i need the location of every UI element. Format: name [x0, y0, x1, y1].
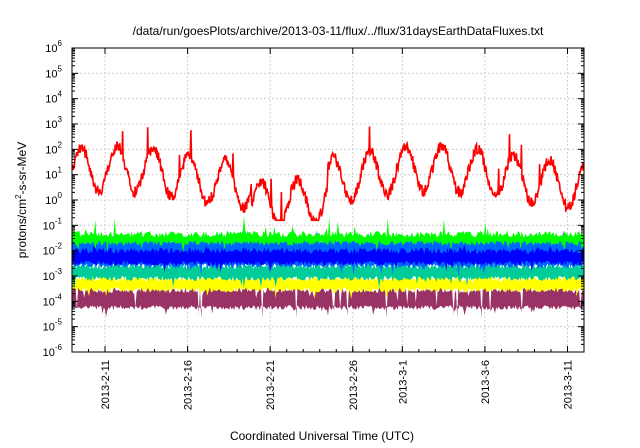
y-axis-label-sup: 2 — [14, 194, 23, 199]
x-tick-label: 2013-2-21 — [265, 360, 277, 410]
y-axis-label-tail: -s-sr-MeV — [15, 142, 29, 195]
y-tick-label: 10-5 — [43, 318, 63, 334]
series-line-6 — [71, 126, 585, 222]
y-tick-label: 10-4 — [43, 292, 63, 308]
y-tick-label: 10-3 — [43, 267, 63, 283]
y-tick-label: 106 — [45, 39, 62, 55]
y-tick-label: 102 — [45, 140, 62, 156]
y-tick-label: 105 — [45, 64, 62, 80]
x-tick-label: 2013-3-11 — [562, 360, 574, 409]
series-band-5 — [72, 244, 584, 273]
y-axis-label-main: protons/cm — [15, 199, 29, 258]
x-tick-label: 2013-2-26 — [348, 360, 360, 410]
y-tick-label: 10-6 — [43, 343, 63, 359]
series-layer — [71, 126, 585, 319]
x-tick-label: 2013-3-6 — [480, 360, 492, 404]
x-axis-label: Coordinated Universal Time (UTC) — [230, 429, 414, 443]
y-tick-label: 104 — [45, 90, 62, 106]
y-tick-label: 101 — [45, 166, 62, 182]
series-band-2 — [72, 258, 584, 289]
chart-title: /data/run/goesPlots/archive/2013-03-11/f… — [133, 24, 544, 38]
series-band-4 — [72, 216, 584, 253]
x-tick-label: 2013-2-11 — [100, 360, 112, 409]
series-band-0 — [72, 286, 584, 319]
x-tick-label: 2013-3-1 — [397, 360, 409, 404]
x-tick-label: 2013-2-16 — [183, 360, 195, 410]
y-axis-label: protons/cm2-s-sr-MeV — [14, 142, 29, 258]
y-tick-label: 10-1 — [43, 216, 63, 232]
x-axis: 2013-2-11 2013-2-16 2013-2-21 2013-2-26 2013… — [71, 48, 585, 410]
y-tick-label: 100 — [45, 191, 62, 207]
y-tick-label: 103 — [45, 115, 62, 131]
y-tick-label: 10-2 — [43, 242, 63, 258]
y-axis: 10-6 10-5 10-4 10-3 10-2 10-1 100 101 102 103 104 1… — [43, 39, 584, 359]
